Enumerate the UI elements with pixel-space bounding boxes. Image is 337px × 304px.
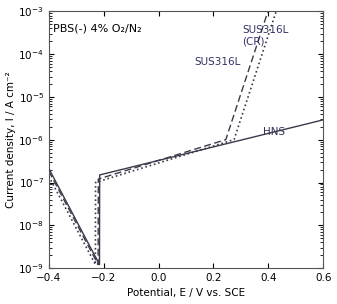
- Y-axis label: Current density, I / A cm⁻²: Current density, I / A cm⁻²: [5, 71, 16, 208]
- Text: SUS316L
(CR): SUS316L (CR): [242, 25, 288, 47]
- Text: HNS: HNS: [263, 127, 285, 137]
- Text: PBS(-) 4% O₂/N₂: PBS(-) 4% O₂/N₂: [53, 23, 142, 33]
- X-axis label: Potential, E / V vs. SCE: Potential, E / V vs. SCE: [127, 288, 245, 299]
- Text: SUS316L: SUS316L: [194, 57, 241, 67]
